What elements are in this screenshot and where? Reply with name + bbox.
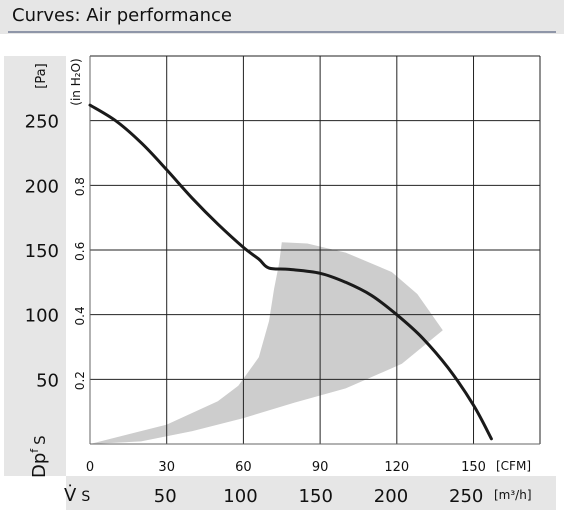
y-tick-label-pa: 200 <box>25 176 59 197</box>
y-tick-label-inh2o: 0.4 <box>73 306 87 325</box>
header-bar: Curves: Air performance <box>0 0 564 34</box>
x-tick-label-cfm: 60 <box>235 460 252 475</box>
x-tick-label-cfm: 0 <box>86 460 94 475</box>
y-tick-label-pa: 150 <box>25 241 59 262</box>
x-tick-label-m3h: 100 <box>223 486 257 507</box>
y-tick-label-pa: 50 <box>36 370 59 391</box>
x-symbol-main: V̇ <box>64 485 77 506</box>
operating-region <box>90 242 443 444</box>
curve-layer <box>88 103 493 441</box>
y-tick-label-pa: 250 <box>25 112 59 133</box>
y-axis-unit-label: [Pa] <box>34 63 49 88</box>
operating-region-layer <box>90 242 443 444</box>
y-axis-band <box>4 56 66 476</box>
x-axis-unit-label: [CFM] <box>496 459 531 473</box>
x-tick-label-cfm: 120 <box>384 460 409 475</box>
x-tick-label-m3h: 200 <box>374 486 408 507</box>
y-tick-label-inh2o: 0.6 <box>73 242 87 261</box>
y-tick-label-pa: 100 <box>25 306 59 327</box>
performance-curve <box>88 103 493 441</box>
label-layer: 50 100 150 200 250 0.2 0.4 0.6 0.8 0 30 60 90 120 150 5… <box>25 112 486 507</box>
page-title: Curves: Air performance <box>12 5 232 26</box>
x-tick-label-m3h: 150 <box>299 486 333 507</box>
header-underline <box>8 31 556 33</box>
grid-layer <box>89 55 541 445</box>
x-tick-label-cfm: 150 <box>461 460 486 475</box>
y-tick-label-inh2o: 0.2 <box>73 371 87 390</box>
y-symbol-main: Dp <box>29 453 50 478</box>
svg-text:DpfS: DpfS <box>28 435 50 478</box>
x-axis-band <box>66 476 556 510</box>
x-tick-label-cfm: 90 <box>312 460 329 475</box>
x-tick-label-cfm: 30 <box>158 460 175 475</box>
y-symbol-tail: S <box>31 435 49 445</box>
x-axis-symbol: V̇ S <box>64 485 90 506</box>
x-tick-label-m3h: 50 <box>154 486 177 507</box>
x-symbol-sub: S <box>81 489 90 505</box>
y-symbol-sub: f <box>28 448 41 453</box>
x-tick-label-m3h: 250 <box>449 486 483 507</box>
x-secondary-unit-label: [m³/h] <box>494 488 532 502</box>
y-secondary-unit-label: (in H₂O) <box>69 58 83 105</box>
y-tick-label-inh2o: 0.8 <box>73 177 87 196</box>
y-axis-symbol: DpfS <box>28 435 50 478</box>
